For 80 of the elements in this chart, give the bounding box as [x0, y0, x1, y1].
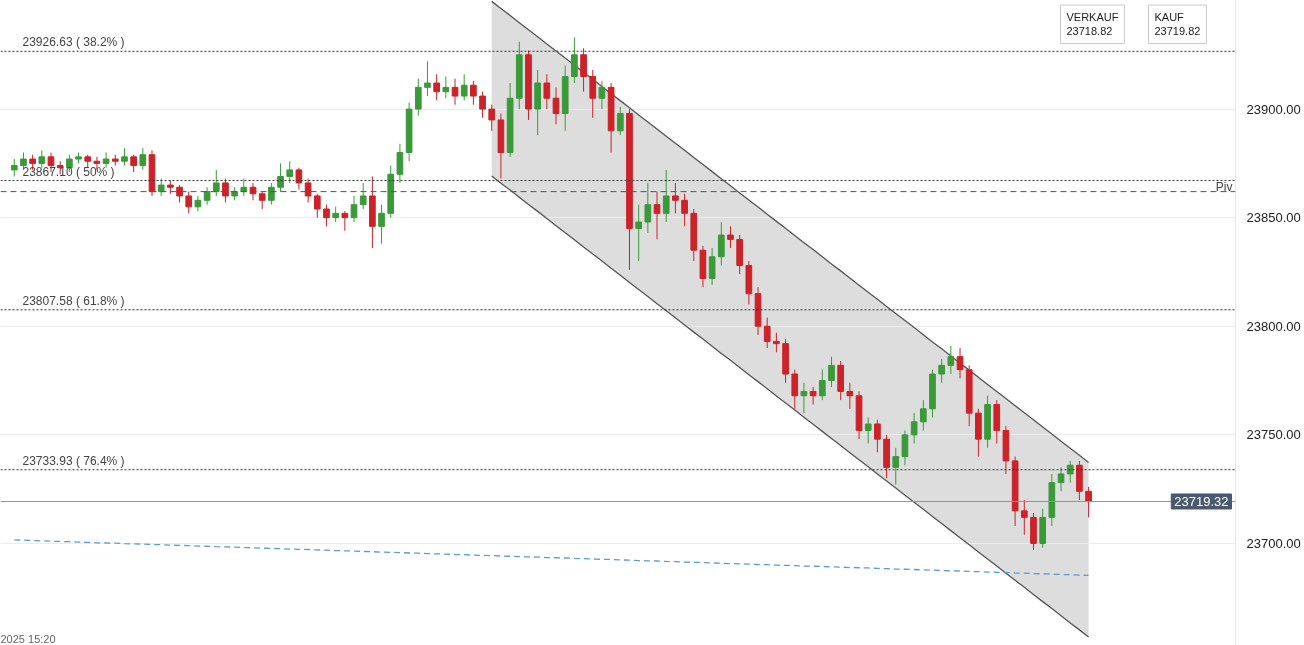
candlestick	[1020, 499, 1028, 536]
candlestick	[580, 47, 587, 93]
candlestick	[323, 204, 330, 227]
candlestick	[892, 447, 900, 486]
candlestick	[488, 104, 496, 132]
candlestick	[828, 356, 835, 388]
candlestick	[1085, 486, 1092, 518]
candlestick	[295, 167, 303, 190]
candlestick	[681, 193, 688, 227]
ref-line-label: 23719.32	[1174, 493, 1229, 509]
annotation: VERKAUF	[1066, 11, 1119, 24]
candlestick	[763, 317, 771, 349]
candlestick	[708, 247, 716, 286]
candlestick	[598, 80, 606, 110]
candlestick	[717, 221, 725, 266]
y-tick-label: 23750.00	[1246, 427, 1301, 443]
ref-line-label: 23733.93 ( 76.4% )	[22, 453, 125, 468]
text: KAUF	[1154, 11, 1185, 24]
candlestick	[304, 178, 312, 203]
candlestick	[139, 147, 147, 171]
candlestick	[442, 76, 450, 99]
ref-line-label: 23807.58 ( 61.8% )	[22, 293, 125, 308]
candlestick	[901, 430, 909, 466]
candlestick	[414, 78, 422, 117]
candlestick	[185, 191, 193, 214]
y-tick-label: 23700.00	[1246, 535, 1301, 551]
candlestick	[800, 382, 808, 414]
candlestick	[846, 382, 854, 410]
candlestick	[818, 369, 826, 401]
candlestick	[203, 186, 211, 206]
annotation: 23718.82	[1066, 25, 1113, 38]
candlestick	[479, 91, 486, 119]
candlestick	[653, 191, 661, 240]
annotation: 2025 15:20	[0, 632, 56, 645]
y-tick-label: 23900.00	[1246, 101, 1301, 117]
candlestick	[874, 419, 881, 453]
text: 23719.82	[1154, 25, 1201, 38]
candlestick	[635, 204, 643, 262]
candlestick	[470, 80, 477, 106]
candlestick	[451, 78, 459, 106]
candlestick	[809, 386, 817, 405]
candlestick	[1057, 466, 1065, 492]
candlestick	[424, 60, 431, 97]
candlestick	[938, 358, 946, 384]
candlestick	[222, 178, 229, 203]
candlestick	[341, 210, 349, 232]
candlestick	[727, 225, 734, 249]
candlestick	[396, 143, 404, 184]
candlestick	[350, 195, 358, 223]
candlestick	[616, 106, 624, 136]
candlestick	[212, 169, 220, 197]
candlestick	[543, 73, 551, 110]
ref-line-label: 23926.63 ( 38.2% )	[22, 35, 125, 50]
candlestick	[460, 73, 468, 101]
candlestick	[791, 369, 799, 410]
y-tick-label: 23800.00	[1246, 318, 1301, 334]
candlestick	[644, 182, 652, 234]
candlestick	[864, 416, 872, 445]
candlestick	[194, 195, 202, 212]
candlestick	[773, 332, 780, 353]
candlestick	[433, 73, 440, 101]
y-tick-label: 23850.00	[1246, 210, 1301, 226]
ref-line-label: 23867.10 ( 50% )	[22, 164, 115, 179]
candlestick	[378, 204, 385, 245]
candlestick	[286, 160, 294, 184]
candlestick	[359, 182, 367, 210]
candlestick	[672, 182, 679, 214]
candlestick	[956, 347, 964, 379]
candlestick	[277, 162, 284, 193]
candlestick	[910, 412, 918, 445]
candlestick	[947, 345, 955, 375]
candlestick	[589, 69, 597, 119]
candlestick	[662, 169, 670, 223]
candlestick	[102, 152, 110, 169]
candlestick	[571, 36, 578, 84]
ref-line-label: Piv	[1215, 179, 1233, 194]
candlestick	[919, 399, 927, 431]
candlestick	[552, 86, 560, 125]
line-series	[13, 539, 1090, 576]
candlestick	[313, 193, 321, 219]
